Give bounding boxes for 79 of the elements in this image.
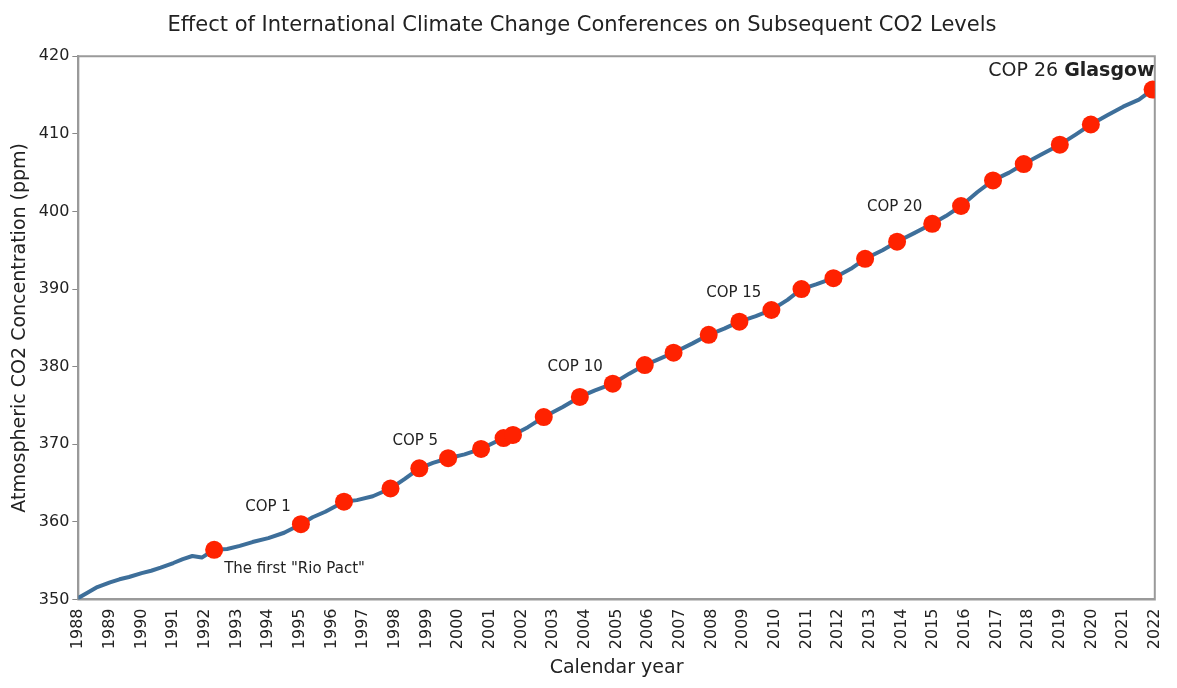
x-tick-label: 1997 bbox=[352, 608, 372, 650]
x-tick-label: 1989 bbox=[99, 608, 119, 650]
point bbox=[923, 214, 942, 233]
point bbox=[792, 280, 811, 299]
annotation: COP 1 bbox=[245, 497, 291, 516]
x-tick-label: 2022 bbox=[1143, 608, 1163, 650]
x-tick-label: 2004 bbox=[574, 608, 594, 650]
x-tick-label: 1995 bbox=[289, 608, 309, 650]
x-tick-label: 1991 bbox=[162, 608, 182, 650]
annotation: COP 20 bbox=[867, 196, 923, 215]
point bbox=[570, 387, 589, 406]
x-tick-label: 2016 bbox=[953, 608, 973, 650]
x-tick-label: 2019 bbox=[1048, 608, 1068, 650]
x-tick-label: 2011 bbox=[795, 608, 815, 650]
point bbox=[824, 269, 843, 288]
x-tick-label: 2010 bbox=[764, 608, 784, 650]
x-tick-label: 1990 bbox=[130, 608, 150, 650]
x-tick-label: 2006 bbox=[637, 608, 657, 650]
x-tick-label: 2013 bbox=[859, 608, 879, 650]
x-tick-label: 2002 bbox=[510, 608, 530, 650]
x-tick-label: 2000 bbox=[447, 608, 467, 650]
x-tick-label: 2015 bbox=[922, 608, 942, 650]
x-tick-label: 1993 bbox=[225, 608, 245, 650]
x-tick-label: 1988 bbox=[67, 608, 87, 650]
y-tick-label: 380 bbox=[38, 355, 70, 375]
point bbox=[762, 300, 781, 319]
y-axis-title: Atmospheric CO2 Concentration (ppm) bbox=[7, 142, 30, 513]
x-tick-label: 2008 bbox=[700, 608, 720, 650]
point bbox=[291, 515, 310, 534]
x-tick-label: 2018 bbox=[1017, 608, 1037, 650]
chart-title: Effect of International Climate Change Conferences on Subsequent CO2 Levels bbox=[167, 12, 997, 37]
point bbox=[381, 479, 400, 498]
x-tick-label: 2003 bbox=[542, 608, 562, 650]
x-tick-label: 2020 bbox=[1080, 608, 1100, 650]
x-tick-label: 2021 bbox=[1112, 608, 1132, 650]
x-tick-label: 2005 bbox=[605, 608, 625, 650]
point bbox=[1014, 155, 1033, 174]
point bbox=[699, 325, 718, 344]
x-tick-label: 2017 bbox=[985, 608, 1005, 650]
point bbox=[1050, 135, 1069, 154]
y-tick-label: 420 bbox=[38, 45, 70, 65]
x-axis-title: Calendar year bbox=[549, 654, 684, 677]
annotation: COP 15 bbox=[706, 282, 762, 301]
point bbox=[1081, 115, 1100, 134]
x-tick-label: 2001 bbox=[479, 608, 499, 650]
point bbox=[534, 408, 553, 427]
annotation: COP 26 Glasgow bbox=[988, 57, 1155, 80]
point bbox=[856, 249, 875, 268]
point bbox=[205, 540, 224, 559]
point bbox=[472, 439, 491, 458]
point bbox=[334, 492, 353, 511]
point bbox=[888, 232, 907, 251]
annotation: COP 10 bbox=[547, 356, 603, 375]
y-tick-label: 390 bbox=[38, 278, 70, 298]
point bbox=[664, 343, 683, 362]
point bbox=[730, 312, 749, 331]
x-tick-label: 1998 bbox=[384, 608, 404, 650]
point bbox=[439, 449, 458, 468]
x-tick-label: 2014 bbox=[890, 608, 910, 650]
y-tick-label: 360 bbox=[38, 511, 70, 531]
annotation: The first "Rio Pact" bbox=[223, 558, 365, 577]
y-tick-label: 350 bbox=[38, 588, 70, 608]
x-tick-label: 1999 bbox=[415, 608, 435, 650]
x-tick-label: 2007 bbox=[669, 608, 689, 650]
point bbox=[984, 171, 1003, 190]
point bbox=[504, 425, 523, 444]
x-tick-label: 1996 bbox=[320, 608, 340, 650]
x-tick-label: 1992 bbox=[194, 608, 214, 650]
y-tick-label: 400 bbox=[38, 200, 70, 220]
x-tick-label: 2012 bbox=[827, 608, 847, 650]
annotation: COP 5 bbox=[392, 431, 439, 450]
point bbox=[410, 459, 429, 478]
point bbox=[603, 374, 622, 393]
point bbox=[952, 196, 971, 215]
y-tick-label: 370 bbox=[38, 433, 70, 453]
x-tick-label: 1994 bbox=[257, 608, 277, 650]
y-tick-label: 410 bbox=[38, 122, 70, 142]
point bbox=[635, 356, 654, 375]
x-tick-label: 2009 bbox=[732, 608, 752, 650]
